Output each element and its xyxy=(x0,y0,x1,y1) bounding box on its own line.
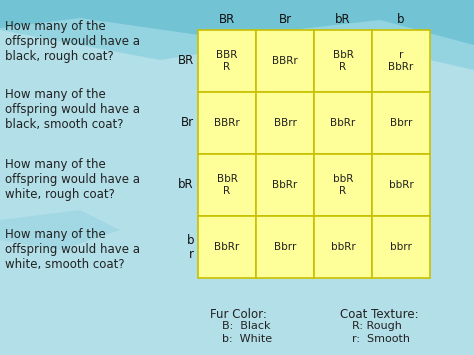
Bar xyxy=(314,216,372,278)
Bar xyxy=(256,30,314,92)
Text: B:  Black: B: Black xyxy=(222,321,271,331)
Text: r:  Smooth: r: Smooth xyxy=(352,334,410,344)
Text: bbRr: bbRr xyxy=(331,242,356,252)
Text: BR: BR xyxy=(219,13,235,26)
Text: bR: bR xyxy=(335,13,351,26)
Polygon shape xyxy=(0,210,120,250)
Text: How many of the
offspring would have a
black, rough coat?: How many of the offspring would have a b… xyxy=(5,20,140,63)
Text: BBRr: BBRr xyxy=(214,118,240,128)
Bar xyxy=(198,216,256,278)
Text: Br: Br xyxy=(181,116,194,130)
Text: BBR
R: BBR R xyxy=(216,50,237,72)
Text: bbRr: bbRr xyxy=(389,180,413,190)
Bar xyxy=(314,92,372,154)
Bar xyxy=(314,154,372,216)
Text: r
BbRr: r BbRr xyxy=(388,50,414,72)
Text: Br: Br xyxy=(278,13,292,26)
Text: BBrr: BBrr xyxy=(273,118,296,128)
Bar xyxy=(372,92,430,154)
Text: How many of the
offspring would have a
white, smooth coat?: How many of the offspring would have a w… xyxy=(5,228,140,271)
Bar xyxy=(372,216,430,278)
Text: Bbrr: Bbrr xyxy=(390,118,412,128)
Text: BR: BR xyxy=(178,55,194,67)
Text: How many of the
offspring would have a
white, rough coat?: How many of the offspring would have a w… xyxy=(5,158,140,201)
Bar xyxy=(372,154,430,216)
Polygon shape xyxy=(0,0,474,45)
Text: BbR
R: BbR R xyxy=(333,50,354,72)
Text: b: b xyxy=(397,13,405,26)
Text: BbRr: BbRr xyxy=(214,242,240,252)
Text: R: Rough: R: Rough xyxy=(352,321,402,331)
Bar xyxy=(198,154,256,216)
Bar xyxy=(198,30,256,92)
Bar xyxy=(256,92,314,154)
Text: bbR
R: bbR R xyxy=(333,174,353,196)
Text: bR: bR xyxy=(178,179,194,191)
Text: b
r: b r xyxy=(186,234,194,261)
Text: Bbrr: Bbrr xyxy=(274,242,296,252)
Bar xyxy=(256,216,314,278)
Text: How many of the
offspring would have a
black, smooth coat?: How many of the offspring would have a b… xyxy=(5,88,140,131)
Text: BBRr: BBRr xyxy=(272,56,298,66)
Text: Coat Texture:: Coat Texture: xyxy=(340,308,419,321)
Text: b:  White: b: White xyxy=(222,334,272,344)
Bar xyxy=(314,30,372,92)
Text: bbrr: bbrr xyxy=(390,242,412,252)
Text: BbRr: BbRr xyxy=(330,118,356,128)
Text: BbR
R: BbR R xyxy=(217,174,237,196)
Polygon shape xyxy=(0,0,474,70)
Text: Fur Color:: Fur Color: xyxy=(210,308,267,321)
Bar xyxy=(198,92,256,154)
Bar xyxy=(256,154,314,216)
Bar xyxy=(372,30,430,92)
Text: BbRr: BbRr xyxy=(273,180,298,190)
